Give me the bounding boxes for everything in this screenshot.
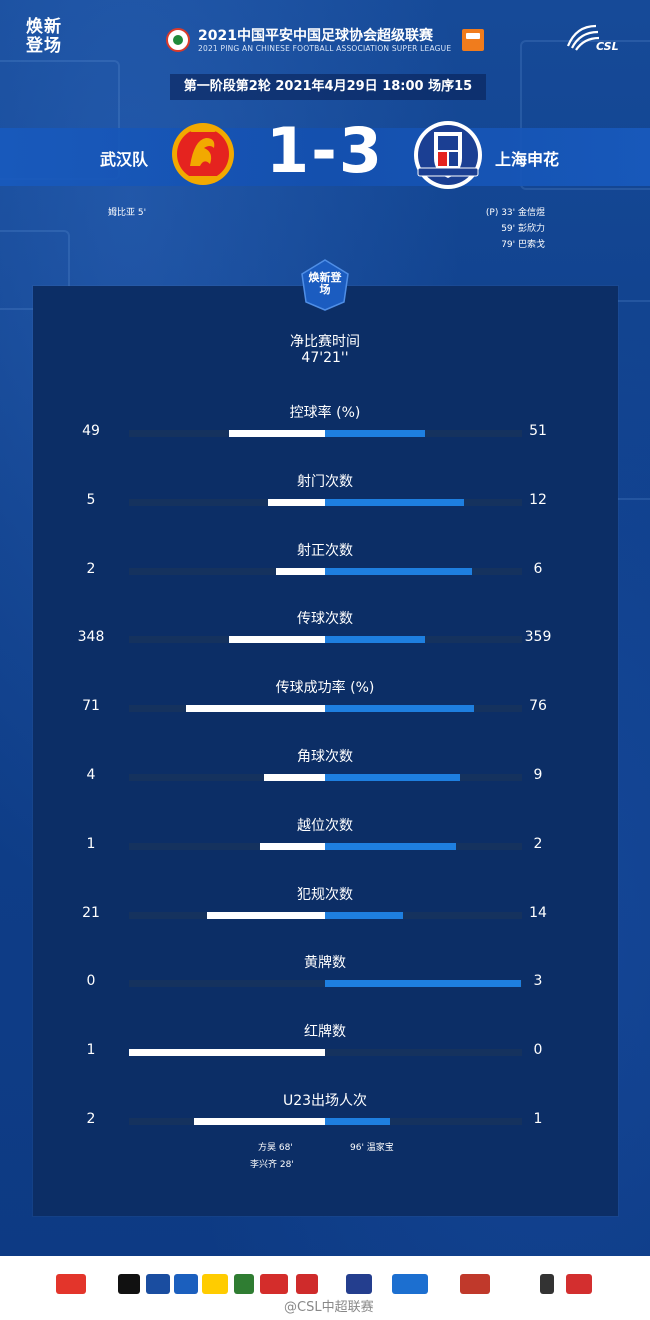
sponsor-logo bbox=[146, 1274, 170, 1294]
score-band bbox=[0, 128, 650, 186]
stat-home-value: 2 bbox=[86, 1111, 96, 1127]
stat-away-value: 12 bbox=[529, 491, 547, 508]
csl-logo-text: CSL bbox=[596, 40, 619, 53]
csl-wave-icon bbox=[566, 24, 600, 51]
net-time-value: 47'21'' bbox=[301, 350, 349, 366]
stat-home-bar bbox=[264, 774, 325, 781]
brand-logo: 焕新登场 bbox=[26, 17, 62, 56]
stat-away-bar bbox=[325, 567, 472, 575]
stat-label: 传球次数 bbox=[297, 611, 353, 628]
stat-away-value: 76 bbox=[529, 698, 547, 715]
home-scorer: 姆比亚 5' bbox=[108, 208, 147, 218]
panel-badge-icon bbox=[301, 259, 349, 311]
stat-away-value: 1 bbox=[533, 1111, 543, 1127]
league-title: 2021中国平安中国足球协会超级联赛 bbox=[198, 28, 433, 44]
stat-home-value: 5 bbox=[86, 491, 96, 508]
sponsor-logo bbox=[296, 1274, 318, 1294]
home-team-name: 武汉队 bbox=[100, 150, 149, 169]
stat-label: 控球率 (%) bbox=[289, 405, 361, 421]
stat-home-bar bbox=[186, 705, 325, 713]
stat-label: 射正次数 bbox=[297, 542, 353, 559]
stat-home-bar bbox=[268, 498, 325, 506]
stat-home-value: 49 bbox=[82, 423, 100, 439]
stat-home-bar bbox=[129, 1049, 325, 1057]
stat-away-value: 359 bbox=[524, 629, 552, 646]
stat-home-bar bbox=[229, 636, 325, 644]
stat-away-bar bbox=[325, 911, 403, 919]
stat-home-value: 4 bbox=[86, 767, 96, 783]
stat-away-value: 2 bbox=[533, 835, 543, 852]
stat-away-bar bbox=[325, 430, 425, 437]
stat-label: 射门次数 bbox=[297, 473, 353, 490]
stat-home-value: 0 bbox=[86, 973, 96, 990]
stat-away-bar bbox=[325, 774, 460, 781]
stat-home-bar bbox=[207, 911, 325, 919]
sponsor-logo bbox=[566, 1274, 592, 1294]
stat-home-value: 348 bbox=[77, 629, 105, 646]
stat-home-value: 71 bbox=[82, 698, 100, 715]
stat-away-value: 51 bbox=[529, 423, 547, 439]
sponsor-logo bbox=[460, 1274, 490, 1294]
stat-label: 红牌数 bbox=[304, 1024, 346, 1041]
sponsor-logo bbox=[392, 1274, 428, 1294]
stat-away-bar bbox=[325, 498, 464, 506]
match-score: 1-3 bbox=[265, 114, 384, 187]
sponsor-logo bbox=[234, 1274, 254, 1294]
stat-home-bar bbox=[276, 567, 325, 575]
stat-away-value: 6 bbox=[533, 560, 543, 577]
stat-away-value: 14 bbox=[529, 904, 547, 921]
away-team-name: 上海申花 bbox=[495, 150, 560, 169]
stat-away-value: 3 bbox=[533, 973, 543, 990]
stat-away-bar bbox=[325, 636, 425, 644]
u23-away-sub: 96' 温家宝 bbox=[350, 1143, 394, 1153]
sponsor-logo bbox=[346, 1274, 372, 1294]
stat-label: 传球成功率 (%) bbox=[275, 680, 375, 697]
stat-home-bar bbox=[194, 1118, 325, 1125]
stat-away-bar bbox=[325, 980, 521, 988]
sponsor-logo bbox=[118, 1274, 140, 1294]
net-time-label: 净比赛时间 bbox=[290, 334, 360, 350]
away-scorer: 59' 彭欣力 bbox=[501, 224, 545, 234]
away-scorer: (P) 33' 金信煜 bbox=[485, 208, 545, 218]
round-info: 第一阶段第2轮 2021年4月29日 18:00 场序15 bbox=[170, 74, 486, 100]
stat-away-value: 9 bbox=[533, 767, 543, 783]
stat-home-value: 1 bbox=[86, 835, 96, 852]
stat-home-value: 1 bbox=[86, 1042, 96, 1059]
sponsor-logo bbox=[56, 1274, 86, 1294]
stat-label: 犯规次数 bbox=[297, 886, 353, 903]
stat-away-bar bbox=[325, 705, 474, 713]
sponsor-badge-icon bbox=[462, 29, 484, 51]
stat-away-bar bbox=[325, 842, 456, 850]
stat-home-value: 2 bbox=[86, 560, 96, 577]
stat-bar-track bbox=[129, 1049, 522, 1057]
stat-home-bar bbox=[260, 842, 325, 850]
stat-home-bar bbox=[229, 430, 325, 437]
stat-label: 越位次数 bbox=[297, 817, 353, 834]
stat-away-value: 0 bbox=[533, 1042, 543, 1059]
league-subtitle: 2021 PING AN CHINESE FOOTBALL ASSOCIATIO… bbox=[198, 44, 452, 53]
away-scorer: 79' 巴索戈 bbox=[501, 240, 545, 250]
sponsor-logo bbox=[174, 1274, 198, 1294]
u23-home-sub: 李兴齐 28' bbox=[250, 1160, 294, 1170]
stat-away-bar bbox=[325, 1118, 390, 1125]
cfa-emblem-icon bbox=[166, 28, 190, 52]
shenhua-team-crest-icon bbox=[414, 121, 482, 189]
sponsor-logo bbox=[540, 1274, 554, 1294]
csl-logo: CSL bbox=[566, 20, 628, 56]
wuhan-team-crest-icon bbox=[172, 123, 234, 185]
stat-label: 黄牌数 bbox=[304, 955, 346, 972]
sponsor-logo bbox=[202, 1274, 228, 1294]
stat-home-value: 21 bbox=[82, 904, 100, 921]
weibo-watermark: @CSL中超联赛 bbox=[284, 1300, 374, 1315]
stat-label: U23出场人次 bbox=[282, 1093, 368, 1109]
stat-label: 角球次数 bbox=[297, 749, 353, 765]
stats-panel bbox=[33, 286, 618, 1216]
panel-badge-text: 焕新登场 bbox=[308, 271, 342, 296]
u23-home-sub: 方昊 68' bbox=[258, 1143, 293, 1153]
sponsor-logo bbox=[260, 1274, 288, 1294]
